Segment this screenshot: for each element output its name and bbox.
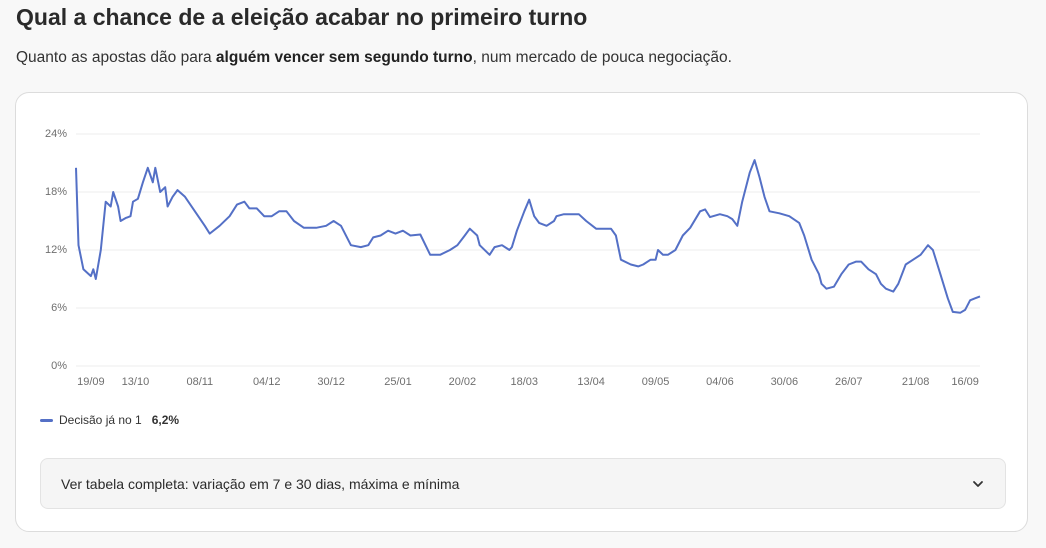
legend: Decisão já no 1 6,2% [40,413,179,427]
x-tick-label: 19/09 [77,376,105,388]
y-tick-label: 0% [51,360,67,372]
x-tick-label: 04/12 [253,376,281,388]
x-tick-label: 08/11 [186,376,213,388]
subtitle: Quanto as apostas dão para alguém vencer… [16,49,732,67]
legend-label: Decisão já no 1 [59,413,142,427]
title: Qual a chance de a eleição acabar no pri… [16,4,588,30]
x-tick-label: 18/03 [511,376,539,388]
chevron [973,480,983,487]
table-toggle[interactable]: Ver tabela completa: variação em 7 e 30 … [40,458,1006,509]
x-tick-label: 13/10 [122,376,150,388]
legend-swatch [40,418,53,422]
y-tick-label: 6% [51,302,67,314]
x-tick-label: 25/01 [384,376,412,388]
y-tick-label: 18% [45,186,67,198]
subtitle-bold: alguém vencer sem segundo turno [215,49,473,66]
y-tick-label: 12% [45,244,67,256]
x-tick-label: 30/12 [317,376,345,388]
x-tick-label: 21/08 [902,376,930,388]
x-tick-label: 30/06 [771,376,799,388]
x-tick-label: 26/07 [835,376,863,388]
subtitle-text: , num mercado de pouca negociação. [472,49,732,66]
toggle-label: Ver tabela completa: variação em 7 e 30 … [61,475,460,492]
x-tick-label: 20/02 [449,376,477,388]
data-line [75,159,981,314]
y-tick-label: 24% [45,128,67,140]
x-tick-label: 09/05 [642,376,670,388]
subtitle-text: Quanto as apostas dão para [16,49,216,66]
x-tick-label: 04/06 [706,376,734,388]
x-tick-label: 16/09 [951,376,979,388]
legend-value: 6,2% [151,413,180,427]
x-tick-label: 13/04 [577,376,605,388]
